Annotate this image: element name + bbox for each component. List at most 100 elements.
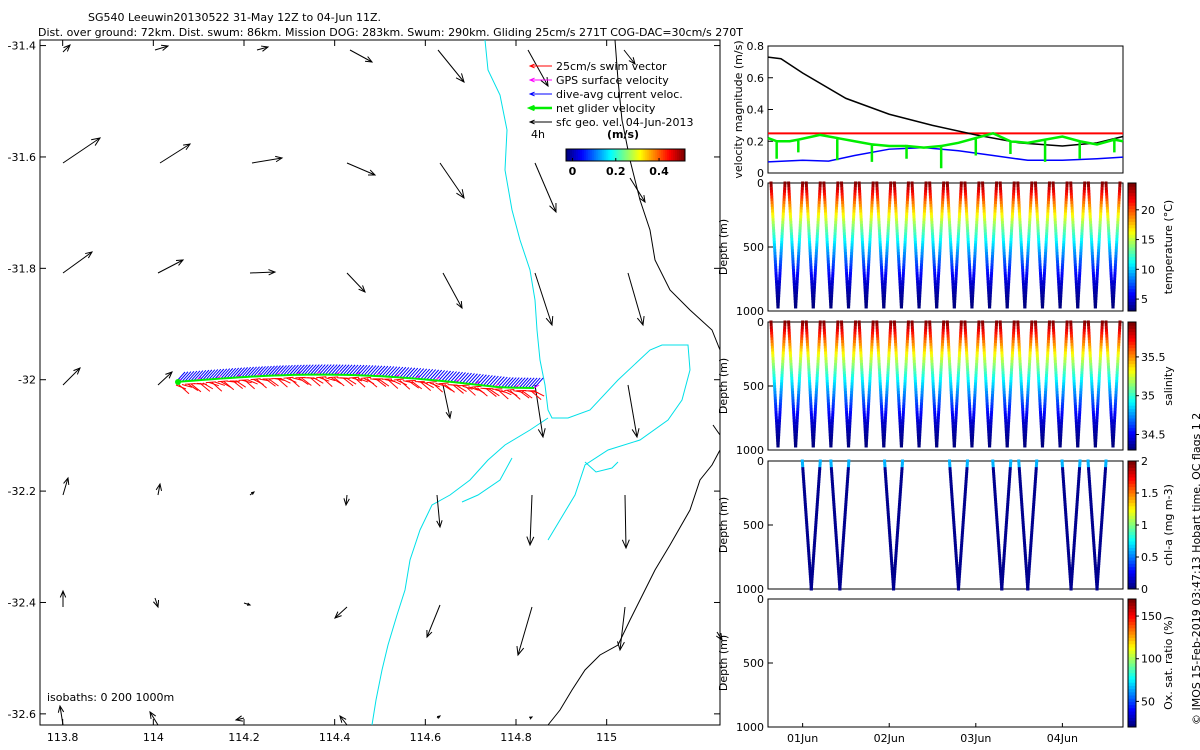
section-point <box>777 294 781 298</box>
section-point <box>787 331 791 335</box>
swim-vector <box>316 376 327 379</box>
section-point <box>1004 531 1008 535</box>
current-vector <box>405 367 416 379</box>
section-colorbar-cell <box>1128 418 1136 422</box>
section-point <box>862 271 866 275</box>
section-point <box>948 220 952 224</box>
section-point <box>782 195 786 199</box>
section-point <box>1114 385 1118 389</box>
section-point <box>959 189 963 193</box>
section-point <box>989 424 993 428</box>
map-colorbar-cell <box>607 149 611 161</box>
section-point <box>917 302 921 306</box>
geo-arrow-shaft <box>623 49 636 65</box>
section-point <box>1097 246 1101 250</box>
section-point <box>970 441 974 445</box>
section-point <box>778 265 782 269</box>
section-point <box>1019 229 1023 233</box>
geo-arrow <box>534 272 554 327</box>
section-point <box>992 365 996 369</box>
section-point <box>826 402 830 406</box>
section-point <box>1001 368 1005 372</box>
section-point <box>971 433 975 437</box>
section-point <box>1104 323 1108 327</box>
section-point <box>900 302 904 306</box>
section-point <box>1069 326 1073 330</box>
section-point <box>815 510 819 514</box>
section-point <box>1041 296 1045 300</box>
section-point <box>871 187 875 191</box>
section-colorbar-cell <box>1128 215 1136 219</box>
section-point <box>1027 368 1031 372</box>
section-point <box>862 260 866 264</box>
section-point <box>1002 249 1006 253</box>
current-vector <box>268 365 278 377</box>
section-point <box>947 206 951 210</box>
section-point <box>877 362 881 366</box>
section-point <box>779 246 783 250</box>
section-point <box>1117 206 1121 210</box>
section-point <box>1107 237 1111 241</box>
section-point <box>818 192 822 196</box>
section-point <box>881 288 885 292</box>
section-point <box>826 263 830 267</box>
section-point <box>1117 337 1121 341</box>
section-point <box>771 351 775 355</box>
section-point <box>1030 526 1034 530</box>
section-point <box>1059 438 1063 442</box>
section-point <box>868 246 872 250</box>
swim-vector <box>471 385 482 388</box>
section-point <box>782 192 786 196</box>
geo-arrow-head <box>234 715 243 722</box>
section-point <box>1083 184 1087 188</box>
section-point <box>976 206 980 210</box>
section-point <box>951 282 955 286</box>
section-point <box>1073 251 1077 255</box>
section-point <box>953 291 957 295</box>
section-point <box>842 223 846 227</box>
section-point <box>1070 212 1074 216</box>
section-point <box>1095 410 1099 414</box>
section-point <box>994 331 998 335</box>
section-point <box>868 374 872 378</box>
section-point <box>1021 413 1025 417</box>
section-point <box>818 189 822 193</box>
section-point <box>1017 206 1021 210</box>
section-point <box>969 430 973 434</box>
section-colorbar-cell <box>1128 414 1136 419</box>
section-point <box>780 229 784 233</box>
section-point <box>805 523 809 527</box>
section-point <box>950 396 954 400</box>
section-point <box>853 195 857 199</box>
section-point <box>1116 220 1120 224</box>
section-point <box>1041 444 1045 448</box>
map-panel: 113.8 114 114.2 114.4 114.6 114.8 115-31.4-31.… <box>8 39 723 744</box>
section-point <box>952 444 956 448</box>
section-point <box>807 232 811 236</box>
section-point <box>1001 237 1005 241</box>
section-point <box>812 288 816 292</box>
section-point <box>1043 268 1047 272</box>
section-point <box>941 189 945 193</box>
section-point <box>965 226 969 230</box>
section-point <box>1096 257 1100 261</box>
section-point <box>834 206 838 210</box>
section-point <box>849 407 853 411</box>
section-point <box>897 503 901 507</box>
section-point <box>1110 291 1114 295</box>
section-point <box>876 195 880 199</box>
section-point <box>1076 296 1080 300</box>
geo-arrow-head <box>334 611 342 619</box>
section-point <box>773 385 777 389</box>
section-point <box>1107 365 1111 369</box>
section-point <box>865 285 869 289</box>
section-point <box>934 291 938 295</box>
section-point <box>845 492 849 496</box>
section-point <box>1099 204 1103 208</box>
section-point <box>814 260 818 264</box>
section-point <box>1003 265 1007 269</box>
section-point <box>1059 435 1063 439</box>
section-point <box>807 223 811 227</box>
geo-arrow-head <box>537 428 546 439</box>
section-point <box>992 223 996 227</box>
